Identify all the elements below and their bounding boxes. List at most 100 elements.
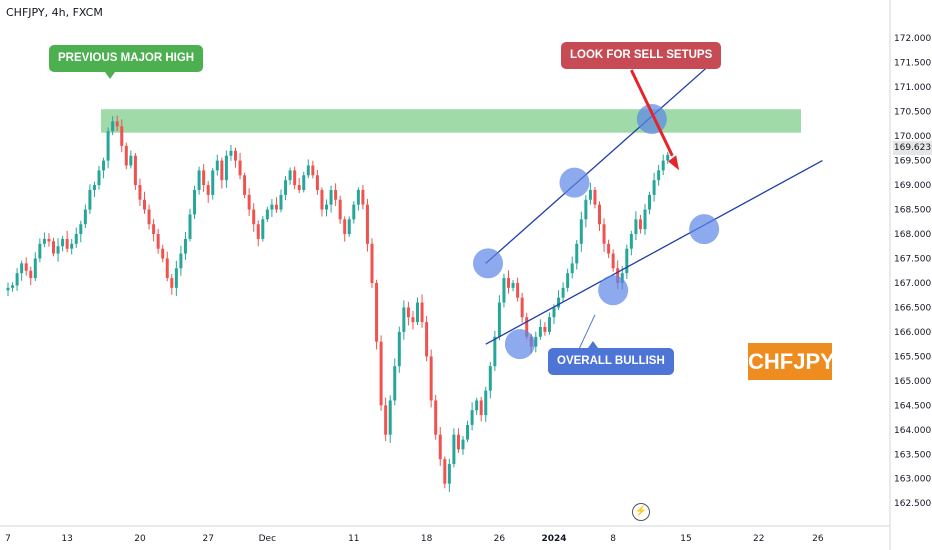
candle-body [566, 273, 570, 288]
candle-body [557, 297, 561, 308]
touch-circle-marker [689, 214, 720, 245]
candle-body [625, 248, 629, 274]
time-tick-label: 27 [202, 534, 213, 544]
candle-body [38, 243, 42, 259]
candle-body [375, 282, 379, 342]
overall-bullish-label: OVERALL BULLISH [548, 341, 674, 375]
candle-body [648, 194, 652, 210]
candle-body [224, 155, 228, 181]
candle-body [288, 170, 292, 181]
candle-body [416, 302, 419, 323]
sell-arrow-shaft [629, 69, 674, 157]
time-tick-label: 7 [5, 534, 11, 544]
touch-circle-marker [504, 329, 535, 360]
candle-body [588, 189, 592, 200]
candle-body [106, 131, 110, 161]
candle-body [234, 150, 237, 161]
price-tick-label: 164.500 [894, 401, 931, 411]
candle-body [484, 390, 488, 416]
candle-body [479, 400, 483, 416]
candle-body [666, 154, 670, 161]
candle-body [466, 424, 470, 440]
sell-setups-label: LOOK FOR SELL SETUPS [561, 42, 722, 69]
time-tick-label: 15 [680, 534, 691, 544]
price-tick-label: 167.500 [894, 254, 931, 264]
price-tick-label: 167.000 [894, 279, 931, 289]
previous-major-high-label: PREVIOUS MAJOR HIGH [49, 45, 204, 79]
candle-body [211, 170, 215, 195]
candle-body [65, 238, 69, 249]
candle-body [334, 189, 338, 200]
candle-body [652, 180, 656, 195]
candle-body [179, 253, 183, 269]
candle-body [511, 282, 515, 288]
candle-body [406, 307, 410, 318]
candle-body [174, 268, 178, 288]
candle-body [561, 287, 565, 298]
candle-body [302, 175, 306, 190]
candle-body [297, 185, 301, 190]
candle-body [447, 464, 451, 484]
touch-circle-marker [636, 103, 667, 134]
price-axis[interactable]: 172.000 171.500 171.000 170.500 170.000 169.5… [889, 0, 931, 550]
price-tick-label: 166.500 [894, 303, 931, 313]
candle-body [661, 160, 665, 171]
channel-upper-line [485, 57, 719, 264]
candle-body [6, 287, 10, 291]
candle-body [547, 317, 551, 332]
candle-body [538, 327, 542, 337]
touch-circle-marker [473, 248, 504, 279]
price-tick-label: 170.500 [894, 108, 931, 118]
touch-circle-marker [598, 275, 629, 306]
time-axis[interactable]: 7 13 20 27 Dec 11 18 26 2024 8 15 22 26 [0, 525, 890, 544]
candle-body [602, 224, 606, 244]
candle-body [552, 307, 556, 318]
candle-body [15, 273, 19, 286]
candles-layer [6, 109, 801, 492]
candle-body [102, 160, 106, 171]
price-tick-label: 170.000 [894, 132, 931, 142]
candle-body [284, 180, 288, 195]
candle-body [265, 209, 269, 220]
sell-arrow-head [668, 155, 680, 171]
candle-body [252, 209, 256, 225]
candle-body [61, 238, 65, 247]
candle-body [170, 278, 174, 288]
candle-body [520, 297, 524, 318]
candle-body [52, 241, 55, 254]
candle-body [74, 234, 78, 244]
candle-body [120, 126, 124, 146]
candle-body [620, 273, 624, 283]
last-price-tag: 169.623 [893, 141, 932, 155]
candle-body [306, 165, 310, 176]
candle-body [461, 439, 465, 450]
candle-body [593, 189, 597, 205]
candle-body [229, 150, 233, 156]
candle-body [365, 204, 369, 244]
time-tick-label: 18 [421, 534, 433, 544]
candle-body [470, 410, 474, 425]
candle-body [215, 160, 219, 171]
price-tick-label: 163.000 [894, 475, 931, 485]
price-tick-label: 169.500 [894, 157, 931, 167]
candle-body [161, 248, 165, 259]
candle-body [202, 170, 206, 186]
candle-body [456, 434, 460, 450]
price-tick-label: 164.000 [894, 426, 931, 436]
candle-body [584, 199, 588, 220]
lightning-icon[interactable]: ⚡ [632, 503, 650, 521]
time-tick-label: 26 [494, 534, 506, 544]
candle-body [534, 336, 538, 347]
symbol-header[interactable]: CHFJPY, 4h, FXCM [6, 6, 103, 19]
candle-body [129, 155, 133, 166]
candle-body [24, 263, 28, 271]
price-tick-label: 172.000 [894, 34, 931, 44]
candle-body [397, 331, 401, 367]
price-tick-label: 165.500 [894, 352, 931, 362]
candle-body [115, 121, 119, 127]
candle-body [434, 400, 438, 435]
candle-body [343, 219, 347, 235]
candle-body [329, 189, 333, 205]
candle-body [274, 204, 278, 210]
